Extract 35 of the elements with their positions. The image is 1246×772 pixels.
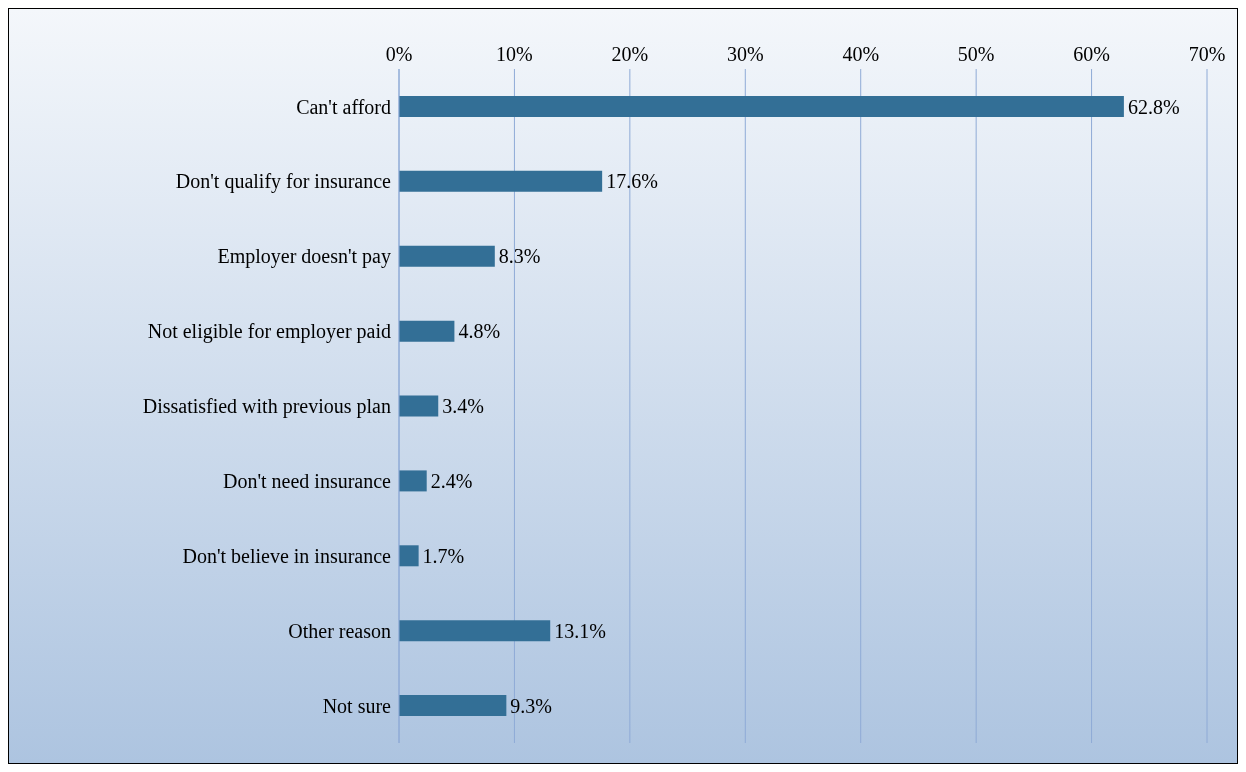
x-tick-label: 50% bbox=[957, 43, 995, 65]
data-label: 1.7% bbox=[422, 544, 465, 567]
x-tick-label: 10% bbox=[496, 43, 533, 65]
bar bbox=[399, 620, 551, 642]
x-tick-label: 60% bbox=[1073, 43, 1110, 65]
bar bbox=[399, 95, 1124, 117]
x-tick-label: 30% bbox=[726, 43, 764, 65]
bar bbox=[399, 545, 419, 567]
x-tick-label: 40% bbox=[842, 43, 880, 65]
y-tick-label: Other reason bbox=[288, 619, 391, 642]
y-tick-label: Not eligible for employer paid bbox=[147, 320, 391, 344]
data-label: 8.3% bbox=[498, 245, 541, 268]
data-label: 62.8% bbox=[1127, 95, 1180, 118]
data-label: 9.3% bbox=[510, 694, 553, 717]
x-tick-label: 70% bbox=[1188, 43, 1226, 65]
bar bbox=[399, 695, 507, 717]
y-tick-label: Don't believe in insurance bbox=[182, 544, 392, 567]
y-tick-label: Can't afford bbox=[296, 95, 391, 118]
y-tick-label: Not sure bbox=[322, 694, 392, 717]
bar bbox=[399, 245, 495, 267]
data-label: 4.8% bbox=[458, 320, 501, 343]
data-label: 17.6% bbox=[606, 170, 658, 193]
x-tick-label: 0% bbox=[385, 43, 413, 65]
y-tick-label: Don't need insurance bbox=[223, 469, 392, 492]
y-tick-label: Dissatisfied with previous plan bbox=[142, 395, 391, 419]
bar bbox=[399, 320, 455, 342]
bar bbox=[399, 470, 427, 492]
data-label: 13.1% bbox=[554, 619, 606, 642]
bar bbox=[399, 170, 603, 192]
bar bbox=[399, 395, 439, 417]
data-label: 2.4% bbox=[430, 470, 473, 492]
y-tick-label: Don't qualify for insurance bbox=[175, 170, 392, 194]
data-label: 3.4% bbox=[442, 395, 484, 418]
x-tick-label: 20% bbox=[611, 43, 649, 65]
y-tick-label: Employer doesn't pay bbox=[217, 245, 391, 269]
